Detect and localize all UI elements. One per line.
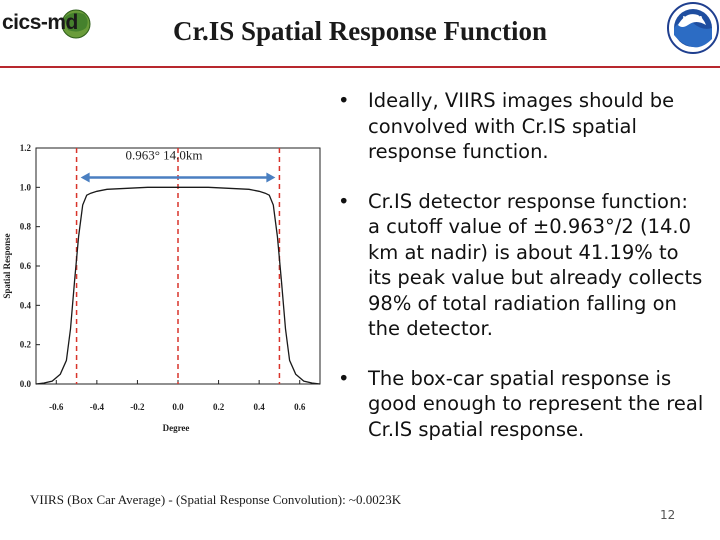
footnote: VIIRS (Box Car Average) - (Spatial Respo… — [30, 492, 402, 507]
annotation-arrow-right-icon — [266, 172, 276, 183]
bullet-dot-icon: • — [338, 366, 350, 390]
y-tick-label: 0.8 — [20, 222, 32, 232]
title-divider — [0, 66, 720, 68]
page-title: Cr.IS Spatial Response Function — [172, 16, 548, 46]
x-tick-label: 0.4 — [254, 402, 266, 412]
y-tick-label: 1.0 — [20, 182, 32, 192]
cics-md-logo: cics-md — [2, 4, 112, 48]
bullet-dot-icon: • — [338, 89, 350, 112]
x-tick-label: -0.6 — [49, 402, 64, 412]
y-tick-label: 1.2 — [20, 143, 32, 153]
bullet-item: • Cr.IS detector response function: a cu… — [330, 189, 705, 342]
x-tick-label: 0.6 — [294, 402, 306, 412]
bullet-text: Cr.IS detector response function: a cuto… — [368, 189, 703, 341]
noaa-seal-icon: NOAA — [667, 2, 719, 54]
annotation-label: 0.963° 14.0km — [125, 148, 202, 163]
page-number: 12 — [660, 508, 676, 522]
x-axis-label: Degree — [163, 423, 190, 433]
y-tick-label: 0.0 — [20, 379, 32, 389]
y-tick-label: 0.4 — [20, 300, 32, 310]
logo-text: cics-md — [2, 11, 78, 34]
x-tick-label: 0.0 — [172, 402, 184, 412]
spatial-response-chart: 0.0 0.2 0.4 0.6 0.8 1.0 1.2 -0.6 -0.4 -0.2 0.0 0.2 0… — [2, 143, 321, 433]
series-line — [35, 186, 321, 385]
noaa-seal-label: NOAA — [683, 16, 704, 23]
globe-icon — [61, 9, 91, 39]
noaa-logo: NOAA — [666, 1, 720, 55]
bullet-item: • The box-car spatial response is good e… — [330, 366, 705, 443]
bullet-item: • Ideally, VIIRS images should be convol… — [330, 88, 705, 165]
bullet-text: The box-car spatial response is good eno… — [368, 366, 704, 441]
x-tick-label: 0.2 — [213, 402, 225, 412]
bullet-text: Ideally, VIIRS images should be convolve… — [368, 89, 675, 163]
annotation-arrow-left-icon — [80, 172, 90, 183]
x-tick-label: -0.2 — [130, 402, 145, 412]
y-axis-label: Spatial Response — [2, 233, 12, 298]
bullet-list: • Ideally, VIIRS images should be convol… — [330, 88, 705, 466]
y-tick-label: 0.6 — [20, 261, 32, 271]
bullet-dot-icon: • — [338, 189, 350, 213]
x-tick-label: -0.4 — [90, 402, 105, 412]
y-tick-label: 0.2 — [20, 340, 32, 350]
